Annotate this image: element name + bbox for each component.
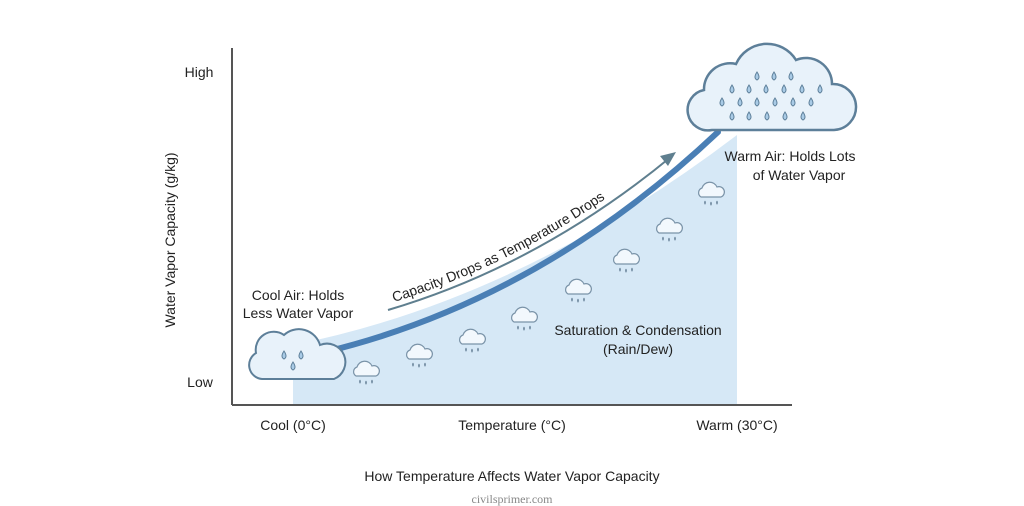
diagram-caption: How Temperature Affects Water Vapor Capa… (364, 468, 659, 484)
region-label-line2: (Rain/Dew) (603, 341, 673, 357)
cool-air-cloud-icon (248, 328, 347, 380)
region-label-line1: Saturation & Condensation (554, 322, 721, 338)
y-high-label: High (185, 64, 214, 80)
warm-air-cloud-icon (686, 42, 858, 132)
saturation-region (293, 135, 737, 405)
x-left-label: Cool (0°C) (260, 417, 326, 433)
watermark: civilsprimer.com (472, 492, 554, 506)
y-axis-title: Water Vapor Capacity (g/kg) (162, 152, 178, 327)
arrow-head-icon (660, 152, 676, 166)
x-axis-title: Temperature (°C) (458, 417, 566, 433)
cool-air-label-line2: Less Water Vapor (243, 305, 354, 321)
warm-air-label-line1: Warm Air: Holds Lots (725, 148, 856, 164)
capacity-curve (322, 129, 721, 355)
cool-air-label-line1: Cool Air: Holds (252, 287, 345, 303)
y-low-label: Low (187, 374, 214, 390)
warm-air-label-line2: of Water Vapor (753, 167, 846, 183)
x-right-label: Warm (30°C) (696, 417, 777, 433)
